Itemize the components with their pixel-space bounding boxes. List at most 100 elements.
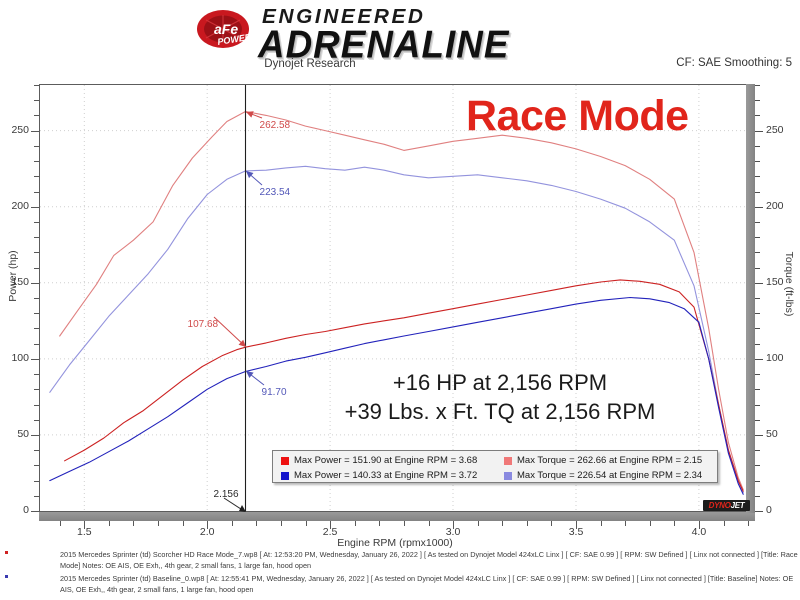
y-axis-left-tick (31, 206, 39, 208)
y-axis-left-tick-label: 200 (11, 199, 29, 212)
y-axis-left-tick (34, 115, 39, 117)
legend-label-torque-race: Max Torque = 262.66 at Engine RPM = 2.15 (517, 455, 703, 466)
x-axis-tick (526, 521, 528, 526)
x-axis-tick-label: 2.5 (322, 526, 338, 538)
y-axis-right-tick-label: 50 (766, 427, 778, 440)
annotation-value-power-race-mode: 107.68 (187, 319, 219, 331)
annotation-value-torque-baseline: 223.54 (259, 186, 291, 198)
footnote-text: 2015 Mercedes Sprinter (td) Baseline_0.w… (60, 574, 794, 594)
y-axis-left-tick (31, 511, 39, 512)
y-axis-left-tick (31, 130, 39, 132)
y-axis-right-tick-label: 250 (766, 123, 784, 136)
y-axis-left-tick (34, 145, 39, 147)
y-axis-right-tick (755, 252, 760, 254)
y-axis-right-tick (755, 450, 760, 452)
footnote-text: 2015 Mercedes Sprinter (td) Scorcher HD … (60, 550, 798, 570)
y-axis-right-tick (755, 221, 760, 223)
chart-legend: Max Power = 151.90 at Engine RPM = 3.68 … (272, 450, 718, 483)
series-line-power-baseline (49, 296, 744, 495)
y-axis-left-tick (34, 328, 39, 330)
brand-engineered: ENGINEERED (262, 6, 426, 28)
y-axis-right-tick (755, 465, 760, 467)
race-mode-title: Race Mode (466, 92, 689, 140)
watermark-dyno: DYNO (708, 501, 731, 510)
legend-label-power-race: Max Power = 151.90 at Engine RPM = 3.68 (294, 455, 478, 466)
x-axis-tick (305, 521, 307, 526)
gain-hp-line: +16 HP at 2,156 RPM (392, 370, 608, 395)
y-axis-right-tick-label: 150 (766, 275, 784, 288)
x-axis-tick (207, 521, 209, 529)
brand-adrenaline: ADRENALINE (258, 23, 510, 67)
y-axis-left-tick (34, 267, 39, 269)
x-axis-tick (330, 521, 332, 529)
x-axis-tick (502, 521, 504, 526)
y-axis-left-tick (31, 434, 39, 436)
svg-text:aFe: aFe (214, 21, 238, 37)
y-axis-right-tick (755, 389, 760, 391)
cursor-label-pointer (223, 497, 246, 512)
x-axis-tick (280, 521, 282, 526)
annotation-value-torque-race-mode: 262.58 (259, 119, 291, 131)
y-axis-right-tick (755, 313, 760, 315)
chart-canvas (40, 85, 753, 511)
dynojet-research-subtitle: Dynojet Research (264, 58, 356, 70)
x-axis-tick-label: 3.0 (445, 526, 461, 538)
y-axis-right-tick (755, 206, 763, 208)
y-axis-left-title: Power (hp) (7, 250, 19, 302)
annotation-arrow-power-race-mode (213, 316, 246, 348)
x-axis-tick (133, 521, 135, 526)
footnote-bullet-icon (5, 551, 8, 554)
x-axis-tick (403, 521, 405, 526)
legend-label-torque-baseline: Max Torque = 226.54 at Engine RPM = 2.34 (517, 470, 703, 481)
x-axis-tick-label: 3.5 (568, 526, 584, 538)
x-axis-tick (600, 521, 602, 526)
afe-power-logo: aFe POWER (192, 9, 258, 53)
x-axis-tick-label: 2.0 (199, 526, 215, 538)
cf-smoothing-label: CF: SAE Smoothing: 5 (676, 57, 792, 69)
x-axis-tick (674, 521, 676, 526)
y-axis-right-tick (755, 191, 760, 193)
y-axis-right-title: Torque (ft-lbs) (783, 251, 795, 317)
y-axis-left-tick (34, 404, 39, 406)
x-axis-tick (182, 521, 184, 526)
y-axis-left-tick (34, 237, 39, 239)
y-axis-left-tick (31, 358, 39, 360)
y-axis-right-tick (755, 495, 760, 497)
x-axis-tick (379, 521, 381, 526)
x-axis-tick (576, 521, 577, 529)
y-axis-right-tick-label: 100 (766, 351, 784, 364)
y-axis-right-tick (755, 115, 760, 117)
y-axis-left-tick (34, 85, 39, 86)
header: aFe POWER ENGINEERED ADRENALINE Dynojet … (0, 0, 800, 78)
footnote-race-mode: 2015 Mercedes Sprinter (td) Scorcher HD … (0, 550, 800, 571)
footnotes: 2015 Mercedes Sprinter (td) Scorcher HD … (0, 550, 800, 598)
x-axis-tick (231, 521, 233, 526)
legend-item-torque-baseline: Max Torque = 226.54 at Engine RPM = 2.34 (496, 468, 719, 483)
gain-torque-line: +39 Lbs. x Ft. TQ at 2,156 RPM (344, 399, 656, 425)
cursor-rpm-label: 2.156 (213, 489, 239, 500)
y-axis-right-tick-label: 200 (766, 199, 784, 212)
series-line-power-race-mode (64, 279, 744, 492)
y-axis-right-tick (755, 161, 760, 163)
y-axis-left-tick-label: 0 (23, 504, 29, 516)
y-axis-right-tick (755, 282, 763, 284)
legend-item-power-baseline: Max Power = 140.33 at Engine RPM = 3.72 (273, 468, 496, 483)
x-axis-tick (84, 521, 86, 529)
x-axis-tick (428, 521, 430, 526)
y-axis-left-tick (34, 221, 39, 223)
y-axis-right-tick (755, 298, 760, 299)
chart-series-group (40, 85, 753, 511)
x-axis-tick-label: 1.5 (76, 526, 92, 538)
legend-swatch-power-race (281, 456, 289, 465)
x-axis-tick (256, 521, 258, 526)
x-axis-tick (108, 521, 110, 526)
y-axis-left-tick (34, 450, 39, 452)
legend-swatch-torque-race (504, 456, 512, 465)
x-axis-tick (453, 521, 454, 529)
x-axis-tick (723, 521, 725, 526)
legend-swatch-power-baseline (281, 471, 289, 480)
series-line-torque-race-mode (59, 110, 744, 491)
y-axis-left-tick-label: 250 (11, 123, 29, 136)
y-axis-left-tick (34, 176, 39, 178)
